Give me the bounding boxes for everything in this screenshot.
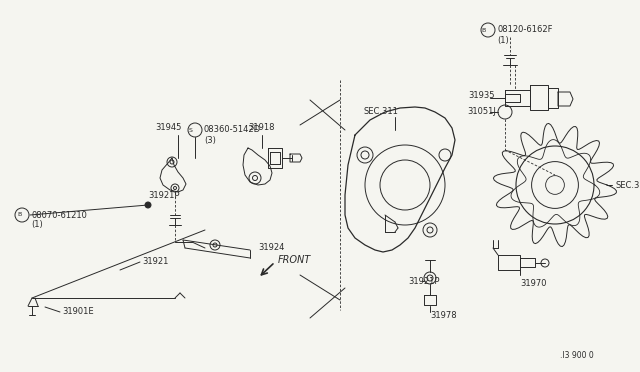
Text: (1): (1) xyxy=(31,221,43,230)
Text: 31924: 31924 xyxy=(258,244,284,253)
Text: 08120-6162F: 08120-6162F xyxy=(497,26,552,35)
Text: 31921P: 31921P xyxy=(408,278,440,286)
Text: FRONT: FRONT xyxy=(278,255,311,265)
Text: 08360-5142D: 08360-5142D xyxy=(204,125,261,135)
Text: 31921: 31921 xyxy=(142,257,168,266)
Text: 31918: 31918 xyxy=(248,124,275,132)
Text: 31901E: 31901E xyxy=(62,308,93,317)
Text: B: B xyxy=(482,28,486,32)
Text: 31945: 31945 xyxy=(155,124,181,132)
Text: S: S xyxy=(189,128,193,132)
Text: (3): (3) xyxy=(204,135,216,144)
Text: 31921P: 31921P xyxy=(148,190,179,199)
Text: SEC.311: SEC.311 xyxy=(615,180,640,189)
Text: .I3 900 0: .I3 900 0 xyxy=(560,350,594,359)
Text: B: B xyxy=(17,212,21,218)
Circle shape xyxy=(145,202,151,208)
Text: 31978: 31978 xyxy=(430,311,456,320)
Text: 31051J: 31051J xyxy=(467,108,496,116)
Text: 31935: 31935 xyxy=(468,90,495,99)
Text: 31970: 31970 xyxy=(520,279,547,288)
Text: 08070-61210: 08070-61210 xyxy=(31,211,87,219)
Text: (1): (1) xyxy=(497,35,509,45)
Text: SEC.311: SEC.311 xyxy=(363,108,398,116)
